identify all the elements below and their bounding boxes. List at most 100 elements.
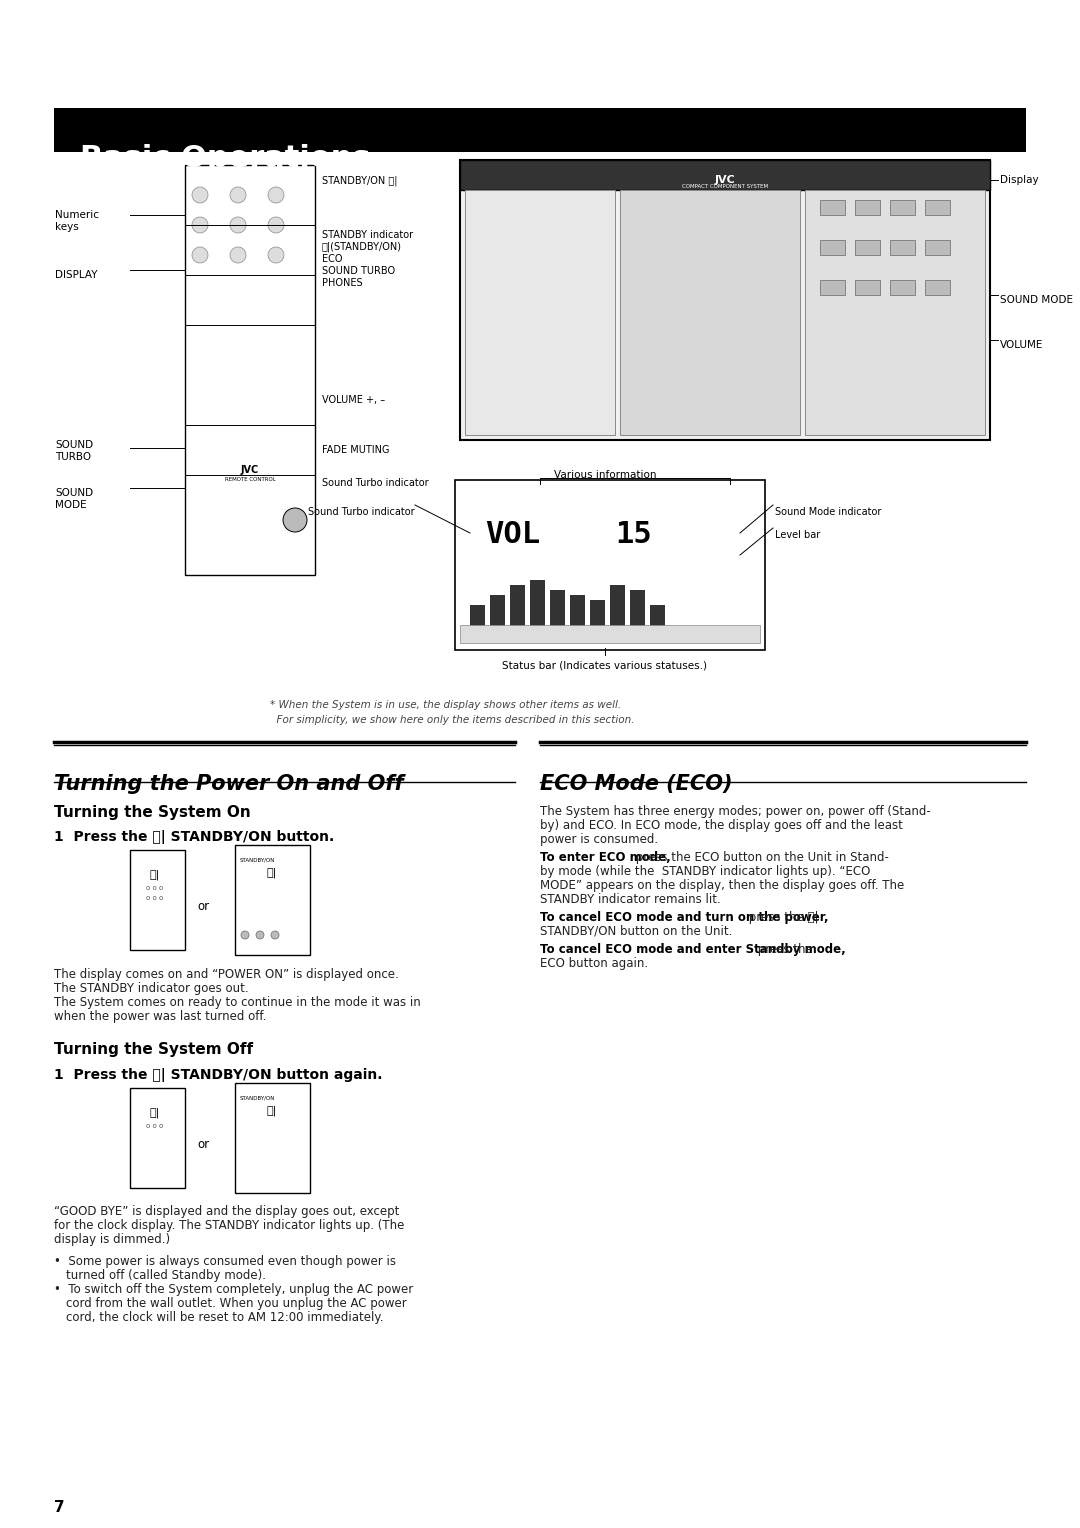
Text: •  To switch off the System completely, unplug the AC power: • To switch off the System completely, u… [54,1284,414,1296]
Bar [650,605,665,640]
Text: Level bar: Level bar [775,530,820,539]
Bar [460,625,760,643]
Bar [820,280,845,295]
Text: or: or [197,1138,210,1151]
Text: Sound Mode indicator: Sound Mode indicator [775,507,881,516]
Circle shape [192,217,208,232]
Text: cord from the wall outlet. When you unplug the AC power: cord from the wall outlet. When you unpl… [66,1297,407,1309]
Text: Display: Display [1000,176,1039,185]
Text: DISPLAY: DISPLAY [55,270,97,280]
Text: 1  Press the ⏻| STANDBY/ON button again.: 1 Press the ⏻| STANDBY/ON button again. [54,1068,382,1082]
Bar [924,240,950,255]
Text: REMOTE CONTROL: REMOTE CONTROL [225,477,275,481]
Text: VOLUME: VOLUME [1000,341,1043,350]
Text: For simplicity, we show here only the items described in this section.: For simplicity, we show here only the it… [270,715,635,724]
Bar [924,280,950,295]
Text: cord, the clock will be reset to AM 12:00 immediately.: cord, the clock will be reset to AM 12:0… [66,1311,383,1323]
Text: Turning the System On: Turning the System On [54,805,251,821]
Text: o o o: o o o [147,1123,164,1129]
Text: MODE” appears on the display, then the display goes off. The: MODE” appears on the display, then the d… [540,879,904,892]
Text: for the clock display. The STANDBY indicator lights up. (The: for the clock display. The STANDBY indic… [54,1219,404,1232]
Circle shape [192,248,208,263]
Bar [590,601,605,640]
Text: press the ECO button on the Unit in Stand-: press the ECO button on the Unit in Stan… [632,851,889,863]
Text: ECO Mode (ECO): ECO Mode (ECO) [540,775,732,795]
Text: The System has three energy modes; power on, power off (Stand-: The System has three energy modes; power… [540,805,931,817]
Bar [54,108,1026,151]
Bar [550,590,565,640]
Text: by mode (while the  STANDBY indicator lights up). “ECO: by mode (while the STANDBY indicator lig… [540,865,870,879]
Text: The STANDBY indicator goes out.: The STANDBY indicator goes out. [54,983,248,995]
Text: ⏻|: ⏻| [267,1105,278,1115]
Bar [235,1083,310,1193]
Text: ECO button again.: ECO button again. [540,957,648,970]
Text: To enter ECO mode,: To enter ECO mode, [540,851,671,863]
Bar [185,165,315,575]
Text: SOUND TURBO: SOUND TURBO [322,266,395,277]
Bar [510,585,525,640]
Bar [890,240,915,255]
Bar [130,1088,185,1187]
Bar [530,581,545,640]
Bar [820,200,845,215]
Text: Sound Turbo indicator: Sound Turbo indicator [309,507,415,516]
Circle shape [268,248,284,263]
Circle shape [230,217,246,232]
Text: COMPACT COMPONENT SYSTEM: COMPACT COMPONENT SYSTEM [681,183,768,189]
Bar [455,480,765,649]
Bar [820,240,845,255]
Text: Numeric
keys: Numeric keys [55,209,99,232]
Text: turned off (called Standby mode).: turned off (called Standby mode). [66,1268,266,1282]
Circle shape [268,217,284,232]
Circle shape [256,931,264,940]
Text: STANDBY indicator remains lit.: STANDBY indicator remains lit. [540,892,720,906]
Bar [610,585,625,640]
Bar [235,845,310,955]
Text: press the: press the [754,943,813,957]
Text: VOLUME +, –: VOLUME +, – [322,396,386,405]
Text: Various information: Various information [554,471,657,480]
Bar [855,280,880,295]
Text: ECO: ECO [322,254,342,264]
Text: o o o: o o o [147,895,164,902]
Text: Sound Turbo indicator: Sound Turbo indicator [322,478,429,487]
Text: display is dimmed.): display is dimmed.) [54,1233,171,1245]
Text: JVC: JVC [715,176,735,185]
Bar [890,200,915,215]
Text: ⏻|(STANDBY/ON): ⏻|(STANDBY/ON) [322,241,402,252]
Text: 15: 15 [615,520,651,549]
Text: power is consumed.: power is consumed. [540,833,658,847]
Text: VOL: VOL [485,520,540,549]
Bar [460,160,990,440]
Text: Status bar (Indicates various statuses.): Status bar (Indicates various statuses.) [502,660,707,669]
Text: To cancel ECO mode and enter Standby mode,: To cancel ECO mode and enter Standby mod… [540,943,846,957]
Bar [805,189,985,435]
Text: SOUND
MODE: SOUND MODE [55,487,93,510]
Text: 7: 7 [54,1500,65,1514]
Text: SOUND
TURBO: SOUND TURBO [55,440,93,461]
Bar [465,189,615,435]
Text: Turning the Power On and Off: Turning the Power On and Off [54,775,404,795]
Text: “GOOD BYE” is displayed and the display goes out, except: “GOOD BYE” is displayed and the display … [54,1206,400,1218]
Bar [490,594,505,640]
Text: STANDBY/ON: STANDBY/ON [240,857,275,862]
Circle shape [230,248,246,263]
Bar [570,594,585,640]
Bar [470,605,485,640]
Circle shape [283,507,307,532]
Text: o o o: o o o [147,885,164,891]
Bar [890,280,915,295]
Text: ⏻|: ⏻| [267,866,278,877]
Text: when the power was last turned off.: when the power was last turned off. [54,1010,267,1024]
Text: FADE MUTING: FADE MUTING [322,445,390,455]
Text: To cancel ECO mode and turn on the power,: To cancel ECO mode and turn on the power… [540,911,828,924]
Circle shape [192,186,208,203]
Circle shape [241,931,249,940]
Text: PHONES: PHONES [322,278,363,287]
Text: * When the System is in use, the display shows other items as well.: * When the System is in use, the display… [270,700,621,711]
Text: press the ⏻|: press the ⏻| [745,911,819,924]
Bar [460,160,990,189]
Text: The System comes on ready to continue in the mode it was in: The System comes on ready to continue in… [54,996,421,1008]
Text: STANDBY indicator: STANDBY indicator [322,231,414,240]
Circle shape [268,186,284,203]
